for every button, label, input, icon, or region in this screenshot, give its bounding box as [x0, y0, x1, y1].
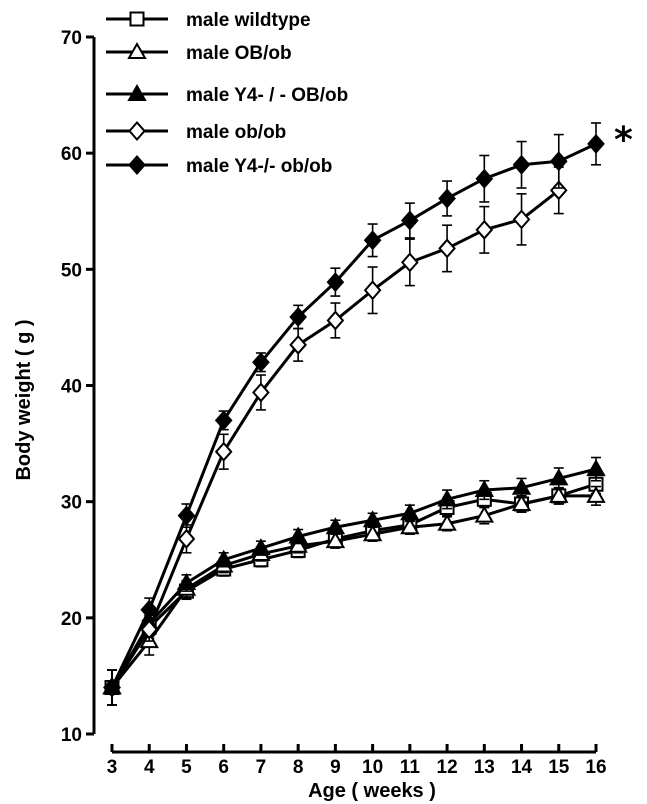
legend: male wildtype male OB/ob male Y4- / - OB/o…: [106, 10, 348, 177]
x-tick-label: 7: [256, 757, 267, 778]
data-point: [140, 599, 159, 620]
data-point: [213, 549, 234, 567]
legend-label: male ob/ob: [186, 122, 286, 143]
data-point: [438, 188, 456, 209]
legend-marker: [129, 11, 145, 27]
data-point: [177, 528, 196, 549]
series-ob-ob: [103, 166, 568, 706]
legend-item-y4-ko-ob-het: male Y4- / - OB/ob: [106, 83, 348, 106]
x-tick-label: 11: [400, 757, 421, 778]
data-point: [326, 310, 345, 331]
data-point: [474, 480, 495, 498]
data-point: [288, 535, 308, 553]
x-axis-title: Age ( weeks ): [308, 780, 436, 802]
data-point: [363, 280, 382, 301]
legend-marker: [128, 154, 146, 176]
data-point: [288, 526, 308, 544]
data-point: [512, 209, 531, 230]
x-tick-label: 16: [585, 757, 606, 778]
data-point: [325, 531, 346, 549]
series-ob-het: [102, 485, 606, 706]
data-point: [511, 493, 532, 511]
data-point: [362, 510, 383, 528]
legend-item-ob-het: male OB/ob: [106, 41, 292, 64]
y-tick-label: 20: [61, 609, 82, 630]
data-point: [512, 154, 531, 175]
x-tick-label: 9: [330, 757, 341, 778]
x-tick-label: 10: [362, 757, 383, 778]
data-point: [289, 334, 307, 355]
data-point: [325, 517, 346, 535]
data-point: [214, 410, 233, 431]
data-point: [401, 210, 419, 231]
y-tick-label: 50: [61, 260, 82, 281]
data-point: [400, 517, 420, 535]
legend-label: male wildtype: [186, 10, 311, 31]
x-tick-label: 13: [474, 757, 495, 778]
x-tick-label: 12: [437, 757, 458, 778]
y-tick-label: 40: [61, 377, 82, 398]
y-tick-label: 60: [61, 144, 82, 165]
data-point: [474, 505, 495, 523]
data-point: [362, 524, 383, 542]
y-axis: 10 20 30 40 50 60 70: [61, 28, 96, 746]
x-tick-label: 5: [181, 757, 192, 778]
x-tick-label: 3: [107, 757, 118, 778]
x-tick-label: 6: [218, 757, 229, 778]
data-point: [437, 489, 457, 507]
legend-marker: [127, 41, 147, 59]
data-point: [400, 503, 420, 521]
data-point: [326, 272, 345, 293]
legend-item-y4-ko-ob-ob: male Y4-/- ob/ob: [106, 154, 332, 177]
data-point: [586, 459, 606, 477]
data-point: [549, 151, 568, 172]
y-tick-label: 70: [61, 28, 82, 49]
series-line: [110, 189, 560, 689]
series-y4-ko-ob-ob: [103, 122, 605, 706]
data-point: [475, 219, 494, 240]
x-tick-label: 4: [144, 757, 155, 778]
legend-item-wildtype: male wildtype: [106, 10, 311, 31]
data-point: [289, 306, 307, 327]
data-point: [363, 230, 382, 251]
series-y4-ko-ob-het: [102, 456, 606, 706]
data-point: [438, 238, 456, 259]
legend-label: male Y4-/- ob/ob: [186, 156, 332, 177]
series-line: [110, 467, 597, 689]
x-tick-label: 8: [293, 757, 304, 778]
data-point: [252, 382, 270, 403]
legend-marker: [127, 83, 147, 101]
data-point: [401, 252, 419, 273]
data-point: [103, 677, 121, 698]
legend-label: male Y4- / - OB/ob: [186, 85, 348, 106]
x-tick-label: 14: [511, 757, 533, 778]
significance-annotation: *: [614, 120, 633, 161]
data-point: [177, 505, 196, 526]
data-point: [549, 468, 569, 486]
data-point: [214, 441, 233, 462]
x-axis: 3 4 5 6 7 8 9 10 11 12 13 14 15 16: [107, 744, 607, 778]
data-point: [251, 538, 271, 556]
y-tick-label: 30: [61, 493, 82, 514]
legend-marker: [128, 120, 146, 142]
y-tick-label: 10: [61, 725, 82, 746]
x-tick-label: 15: [548, 757, 570, 778]
data-point: [252, 352, 270, 373]
data-point: [511, 477, 532, 495]
legend-label: male OB/ob: [186, 43, 292, 64]
data-point: [586, 485, 606, 503]
y-axis-title: Body weight ( g ): [13, 319, 35, 480]
data-point: [587, 133, 605, 154]
data-point: [475, 168, 494, 189]
data-point: [437, 513, 457, 531]
data-point: [176, 572, 197, 590]
data-point: [140, 619, 159, 640]
data-point: [549, 485, 569, 503]
legend-item-ob-ob: male ob/ob: [106, 120, 286, 143]
series-layer: [102, 122, 606, 706]
